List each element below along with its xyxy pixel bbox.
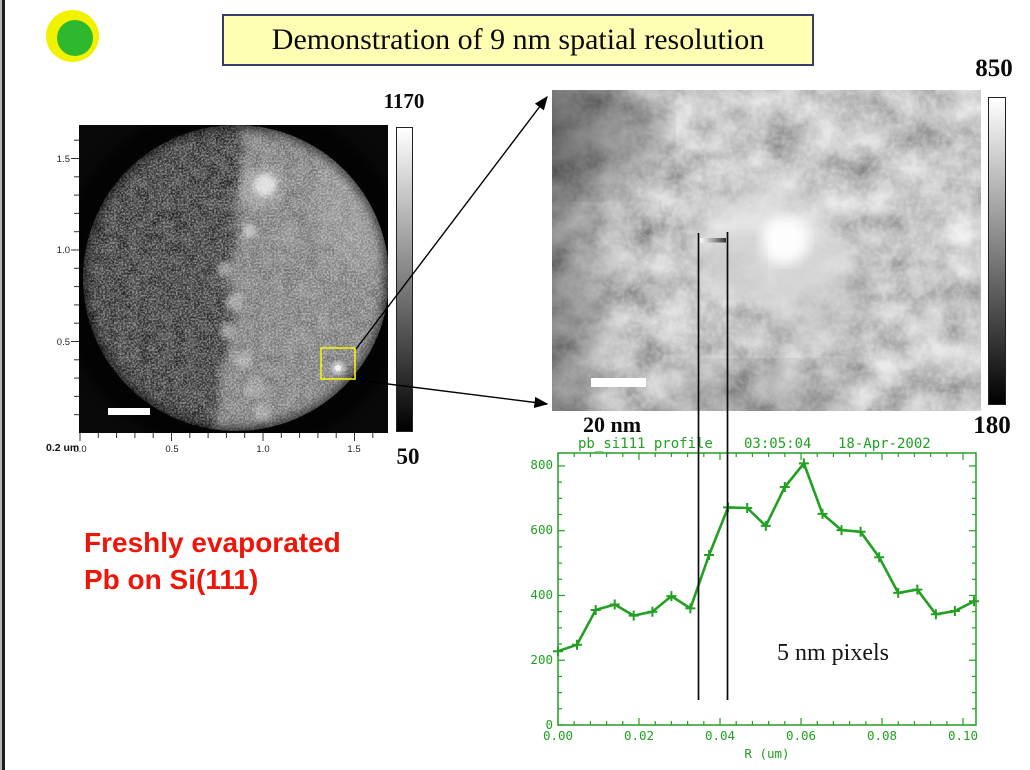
plot-x-tick-label: 0.00 [543, 728, 573, 743]
plot-y-tick-label: 800 [530, 457, 553, 472]
plot-axis-ticks [557, 453, 976, 726]
caption-line1: Freshly evaporated [84, 527, 341, 558]
zoom-colorbar-min-label: 180 [973, 412, 1011, 439]
sample-caption: Freshly evaporated Pb on Si(111) [84, 524, 341, 598]
plot-series [553, 458, 979, 657]
overview-x-tick-label: 0.5 [165, 444, 178, 455]
zoom-colorbar [988, 97, 1006, 405]
zoom-scale-bar [591, 378, 646, 387]
plot-x-tick-label: 0.06 [786, 728, 816, 743]
plot-x-tick-label: 0.08 [867, 728, 897, 743]
overview-scale-bar [108, 408, 150, 415]
overview-x-tick-label: 1.0 [256, 444, 269, 455]
plot-title-time: 03:05:04 [744, 436, 811, 452]
zoom-image [552, 90, 981, 411]
plot-y-tick-label: 200 [530, 652, 553, 667]
overview-figure: 0.0 0.5 1.0 1.5 1.5 1.0 0.5 [57, 125, 388, 455]
plot-x-tick-label: 0.04 [705, 728, 735, 743]
plot-y-tick-label: 0 [545, 717, 553, 732]
zoom-scale-label: 20 nm [583, 412, 642, 437]
window-edge-dark [2, 0, 5, 770]
overview-y-tick-label: 1.5 [57, 154, 70, 165]
overview-y-tick-label: 0.5 [57, 337, 70, 348]
caption-line2: Pb on Si(111) [84, 564, 259, 595]
overview-colorbar-max-label: 1170 [383, 89, 425, 113]
overview-x-tick-label: 0.0 [73, 444, 86, 455]
slide-title: Demonstration of 9 nm spatial resolution [222, 14, 814, 66]
plot-frame [557, 452, 977, 726]
overview-x-tick-label: 1.5 [347, 444, 360, 455]
profile-plot: pb_si111 profile 03:05:04 18-Apr-2002 0.… [530, 436, 979, 761]
plot-y-tick-label: 400 [530, 587, 553, 602]
overview-colorbar [396, 127, 413, 432]
plot-title-date: 18-Apr-2002 [838, 436, 931, 452]
plot-annotation: 5 nm pixels [777, 640, 889, 666]
window-edge-light [0, 0, 2, 770]
plot-x-axis-label: R (um) [744, 746, 789, 761]
zoom-figure [552, 90, 981, 411]
roi-box [320, 347, 356, 380]
plot-x-tick-label: 0.10 [948, 728, 978, 743]
logo-inner-dot-icon [57, 20, 93, 56]
overview-axis-ticks [71, 139, 374, 441]
plot-x-tick-label: 0.02 [624, 728, 654, 743]
plot-title-name: pb_si111 profile [578, 436, 713, 452]
plot-y-tick-label: 600 [530, 522, 553, 537]
overview-colorbar-min-label: 50 [396, 444, 420, 469]
overview-y-tick-label: 1.0 [57, 245, 70, 256]
overview-scale-label: 0.2 um [46, 442, 80, 454]
zoom-colorbar-max-label: 850 [975, 55, 1013, 82]
overview-image [79, 125, 388, 433]
logo-icon [46, 10, 99, 62]
